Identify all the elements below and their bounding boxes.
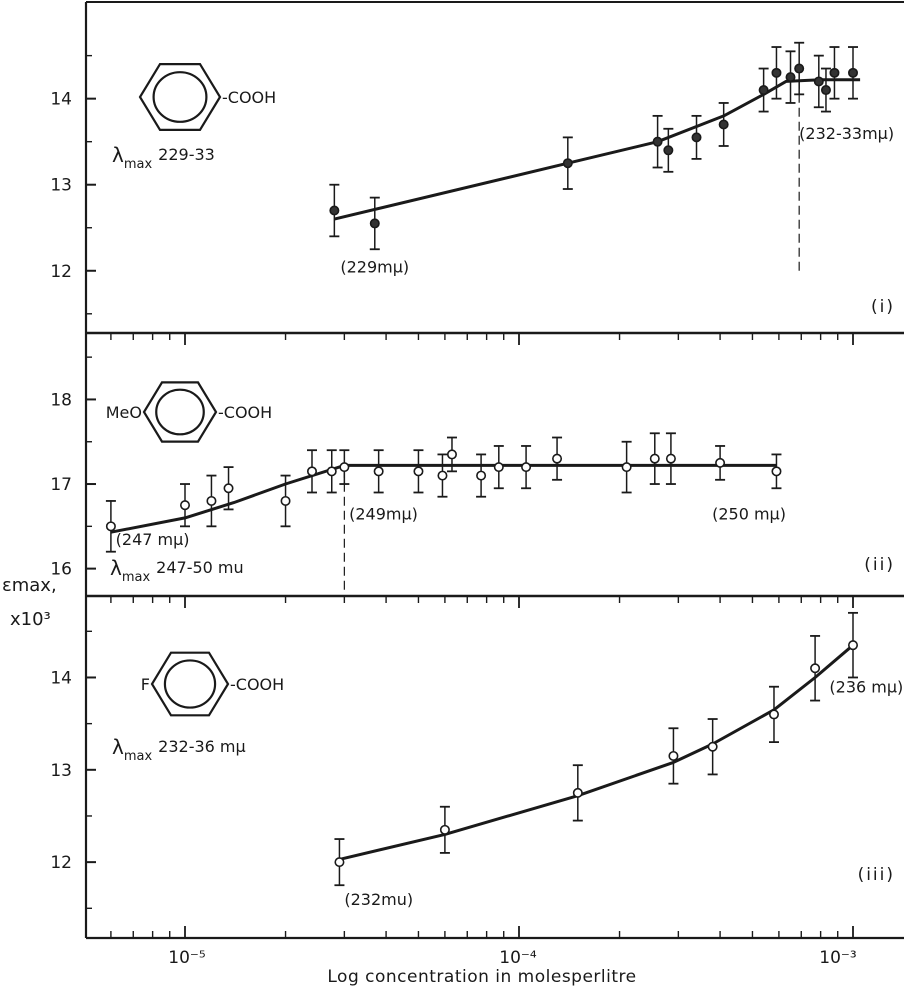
y-axis-scale-label: x10³ [10, 609, 51, 630]
data-point [621, 462, 632, 473]
figure-frame [84, 1, 904, 940]
data-point [663, 145, 674, 156]
fitted-curve [110, 463, 777, 534]
data-point [691, 132, 702, 143]
wavelength-annotation: (249mμ) [349, 505, 418, 524]
data-point [306, 466, 317, 477]
benzene-ring [138, 62, 222, 131]
y-tick-label: 14 [50, 90, 72, 110]
lambda-max-label: λmax229-33 [112, 143, 215, 172]
benzene-ring [142, 381, 218, 443]
x-axis-ticks [110, 333, 854, 938]
data-point [105, 521, 116, 532]
carboxyl-group-label: -COOH [218, 403, 272, 422]
x-tick-label-1e-5: 10⁻⁵ [168, 948, 205, 968]
y-tick-label: 17 [50, 475, 72, 495]
benzoic-acid-structure: -COOH λmax229-33 [112, 62, 276, 172]
wavelength-annotation: (236 mμ) [829, 678, 903, 697]
data-point [794, 63, 805, 74]
wavelength-annotation: (232mu) [344, 890, 413, 909]
benzene-ring [150, 651, 230, 717]
y-tick-label: 16 [50, 560, 72, 580]
data-point [180, 500, 191, 511]
panel-2: 16 17 18 (247 mμ) (249mμ) (250 mμ) (ii) [50, 356, 895, 590]
y-tick-label: 18 [50, 390, 72, 410]
data-point [413, 466, 424, 477]
data-point [446, 449, 457, 460]
y-tick-label: 13 [50, 761, 72, 781]
data-point [829, 67, 840, 78]
data-point [758, 85, 769, 96]
fitted-curve [339, 644, 854, 861]
data-point [813, 76, 824, 87]
data-point [768, 709, 779, 720]
data-point [707, 741, 718, 752]
carboxyl-group-label: -COOH [222, 88, 276, 107]
y-tick-label: 12 [50, 262, 72, 282]
x-axis-label: Log concentration in molesperlitre [327, 967, 636, 987]
data-point [493, 462, 504, 473]
data-point [552, 453, 563, 464]
data-point [847, 640, 858, 651]
x-tick-label-1e-4: 10⁻⁴ [499, 948, 537, 968]
wavelength-annotation: (229mμ) [340, 257, 409, 276]
y-tick-label: 14 [50, 668, 72, 688]
data-point [652, 136, 663, 147]
aromatic-circle [152, 71, 208, 123]
data-point [437, 470, 448, 481]
data-point [334, 857, 345, 868]
fitted-curve [334, 78, 861, 221]
carboxyl-group-label: -COOH [230, 675, 284, 694]
aromatic-circle [155, 388, 205, 436]
data-point [810, 663, 821, 674]
y-tick-label: 12 [50, 853, 72, 873]
data-point [369, 218, 380, 229]
panel-label: (iii) [858, 865, 895, 885]
panel-3: 12 13 14 (232mu) (236 mμ) (iii) [50, 611, 903, 909]
data-point [715, 457, 726, 468]
data-point [280, 495, 291, 506]
data-point [206, 495, 217, 506]
data-point [665, 453, 676, 464]
data-point [562, 158, 573, 169]
panel-1: 12 13 14 (229mμ) (232-33mμ) (i) [50, 41, 895, 317]
data-point [476, 470, 487, 481]
substituent-label: F [141, 675, 150, 694]
x-tick-label-1e-3: 10⁻³ [819, 948, 856, 968]
data-point [649, 453, 660, 464]
data-point [820, 85, 831, 96]
data-point [785, 72, 796, 83]
data-point [771, 466, 782, 477]
data-point [572, 787, 583, 798]
panel-label: (ii) [864, 555, 895, 575]
data-point [847, 67, 858, 78]
panels: 12 13 14 (229mμ) (232-33mμ) (i) 16 17 18 (247 mμ)… [50, 41, 903, 909]
data-point [521, 462, 532, 473]
data-point [718, 119, 729, 130]
y-axis-label: εmax, [2, 575, 57, 596]
data-point [329, 205, 340, 216]
data-point [326, 466, 337, 477]
data-point [339, 462, 350, 473]
data-point [771, 67, 782, 78]
data-point [223, 483, 234, 494]
substituent-label: MeO [106, 403, 142, 422]
data-point [439, 824, 450, 835]
data-point [668, 750, 679, 761]
benzoic-acid-structure: -COOH MeO λmax247-50 mu [106, 381, 272, 585]
lambda-max-label: λmax247-50 mu [110, 556, 244, 585]
data-point [373, 466, 384, 477]
wavelength-annotation: (250 mμ) [712, 505, 786, 524]
panel-label: (i) [871, 297, 895, 317]
wavelength-annotation: (232-33mμ) [799, 124, 894, 143]
wavelength-annotation: (247 mμ) [116, 530, 190, 549]
lambda-max-label: λmax232-36 mμ [112, 735, 246, 764]
aromatic-circle [163, 659, 217, 709]
y-tick-label: 13 [50, 176, 72, 196]
